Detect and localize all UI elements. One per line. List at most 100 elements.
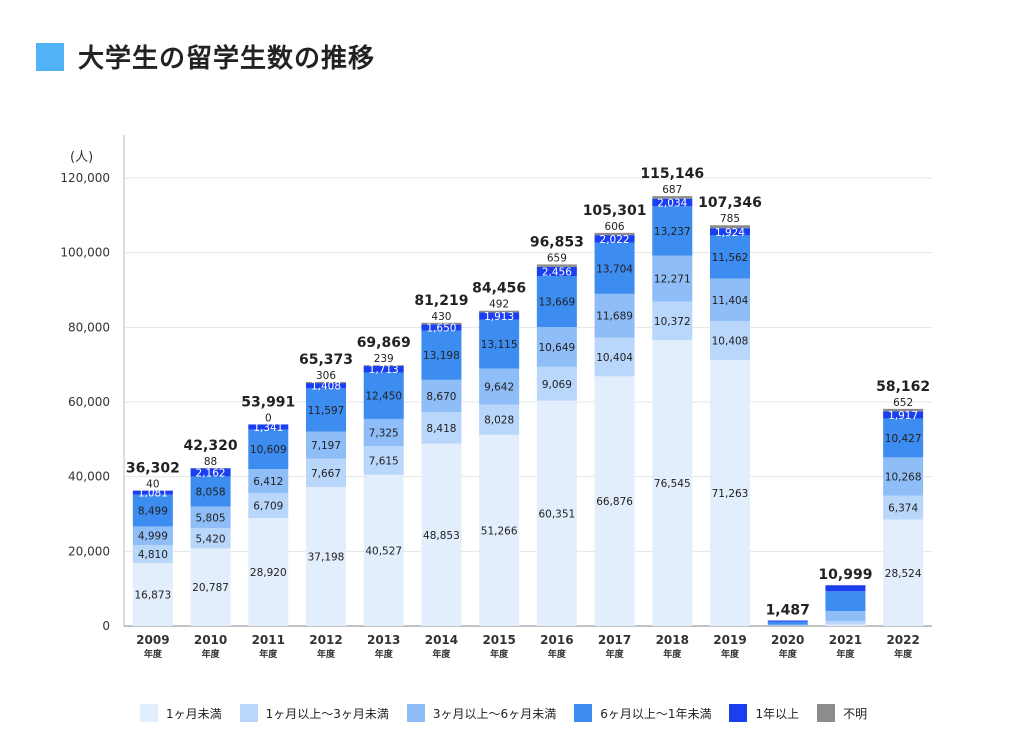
- unknown-value-label: 659: [547, 252, 567, 264]
- segment-label: 60,351: [538, 508, 575, 520]
- total-label: 1,487: [766, 602, 810, 618]
- segment-label: 1,913: [484, 311, 514, 323]
- bar-segment: [132, 490, 173, 495]
- bars: [132, 196, 924, 626]
- axes: 0 20,000 40,000 60,000 80,000 100,000 120,000: [60, 135, 932, 633]
- segment-label: 12,450: [365, 391, 402, 403]
- unknown-value-label: 88: [204, 456, 217, 468]
- bar-segment: [479, 310, 520, 313]
- unknown-value-label: 306: [316, 370, 336, 382]
- bar-segment: [132, 526, 173, 546]
- segment-label: 2,162: [196, 467, 226, 479]
- segment-label: 5,420: [196, 533, 226, 545]
- bar-segment: [421, 379, 462, 413]
- bar-segment: [248, 492, 289, 519]
- y-axis-unit-label: (人): [70, 150, 94, 165]
- bar-segment: [248, 424, 289, 430]
- segment-label: 6,412: [253, 476, 283, 488]
- total-label: 115,146: [640, 166, 704, 182]
- x-tick-suffix: 年度: [317, 648, 336, 660]
- x-tick-label: 2019: [713, 633, 746, 647]
- legend-item: 1ヶ月未満: [140, 704, 222, 722]
- segment-label: 76,545: [654, 478, 691, 490]
- x-tick-suffix: 年度: [721, 648, 740, 660]
- unknown-value-label: 687: [662, 184, 682, 196]
- segment-label: 6,374: [888, 503, 918, 515]
- bar-segment: [421, 443, 462, 626]
- bar-segment: [652, 206, 693, 256]
- bar-segment: [421, 412, 462, 444]
- unknown-value-label: 492: [489, 299, 509, 311]
- y-tick-label: 20,000: [68, 544, 110, 558]
- bar-segment: [883, 418, 924, 458]
- y-tick-label: 100,000: [60, 246, 110, 260]
- y-tick-label: 0: [102, 619, 110, 633]
- gridlines: [124, 177, 932, 552]
- segment-label: 8,028: [484, 415, 514, 427]
- bar-segment: [883, 408, 924, 412]
- segment-label: 71,263: [712, 488, 749, 500]
- x-tick-label: 2014: [425, 633, 458, 647]
- bar-segment: [306, 388, 346, 432]
- x-tick-suffix: 年度: [548, 648, 567, 660]
- bar-segment: [479, 368, 520, 405]
- bar-segment: [536, 276, 577, 328]
- unknown-value-label: 430: [431, 311, 451, 323]
- x-tick-label: 2015: [482, 633, 515, 647]
- segment-label: 10,372: [654, 316, 691, 328]
- total-label: 36,302: [126, 460, 180, 476]
- bar-segment: [883, 457, 924, 496]
- total-label: 65,373: [299, 352, 353, 368]
- bar-segment: [767, 620, 808, 622]
- bar-segment: [710, 228, 750, 236]
- bar-segment: [594, 232, 635, 236]
- bar-segment: [363, 365, 404, 367]
- bar-segment: [132, 563, 173, 626]
- segment-label: 2,022: [600, 234, 630, 246]
- y-tick-label: 80,000: [68, 320, 110, 334]
- segment-label: 1,713: [369, 364, 399, 376]
- bar-segment: [479, 434, 520, 626]
- bar-segment: [421, 322, 462, 325]
- x-tick-label: 2017: [598, 633, 631, 647]
- bar-segment: [825, 585, 866, 592]
- bar-segment: [363, 418, 404, 447]
- unknown-value-label: 239: [374, 353, 394, 365]
- x-tick-suffix: 年度: [779, 648, 798, 660]
- legend-swatch: [239, 704, 258, 722]
- segment-label: 2,456: [542, 266, 572, 278]
- segment-label: 7,325: [369, 428, 399, 440]
- segment-label: 13,237: [654, 226, 691, 238]
- bar-segment: [883, 519, 924, 626]
- bar-segment: [132, 494, 173, 527]
- total-label: 107,346: [698, 195, 762, 211]
- segment-label: 51,266: [481, 525, 518, 537]
- bar-segment: [536, 327, 577, 367]
- chart-title-block: 大学生の留学生数の推移: [36, 38, 375, 75]
- bar-segment: [652, 301, 693, 341]
- total-label: 81,219: [414, 293, 468, 309]
- x-tick-suffix: 年度: [144, 648, 163, 660]
- x-tick-label: 2020: [771, 633, 804, 647]
- legend-label: 1ヶ月未満: [166, 706, 222, 721]
- bar-segment: [883, 495, 924, 520]
- x-tick-suffix: 年度: [663, 648, 682, 660]
- bar-segment: [825, 591, 866, 612]
- legend-label: 6ヶ月以上～1年未満: [600, 706, 712, 721]
- total-label: 69,869: [357, 335, 411, 351]
- bar-segment: [825, 611, 866, 622]
- bar-segment: [248, 429, 289, 470]
- x-tick-suffix: 年度: [894, 648, 913, 660]
- segment-label: 20,787: [192, 582, 229, 594]
- segment-label: 1,081: [138, 488, 168, 500]
- legend-item: 不明: [817, 704, 867, 722]
- segment-label: 7,615: [369, 455, 399, 467]
- bar-segment: [536, 266, 577, 277]
- legend-swatch: [406, 704, 425, 722]
- bar-segment: [594, 293, 635, 338]
- segment-label: 28,524: [885, 568, 922, 580]
- y-tick-label: 40,000: [68, 470, 110, 484]
- legend-swatch: [140, 704, 158, 722]
- x-tick-label: 2012: [309, 633, 342, 647]
